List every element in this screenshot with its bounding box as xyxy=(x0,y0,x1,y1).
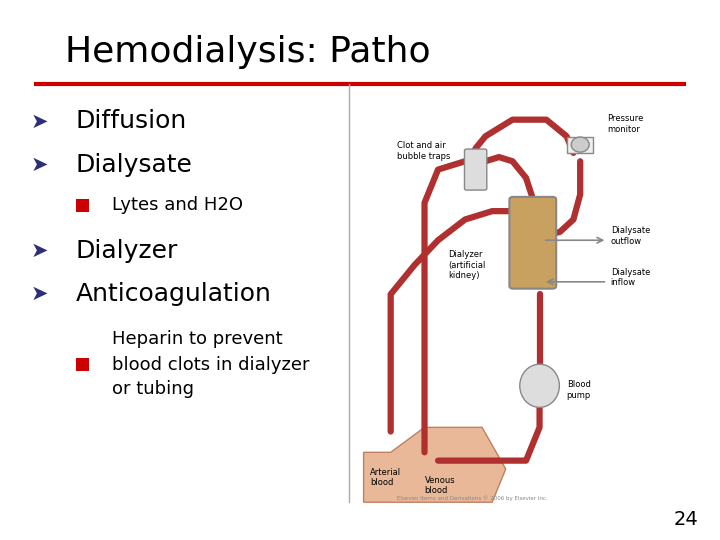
Text: Blood
pump: Blood pump xyxy=(567,380,591,400)
Text: Venous
blood: Venous blood xyxy=(425,476,455,495)
Text: Hemodialysis: Patho: Hemodialysis: Patho xyxy=(65,35,431,69)
Text: Dialysate
outflow: Dialysate outflow xyxy=(611,226,650,246)
FancyBboxPatch shape xyxy=(510,197,556,289)
Text: Dialysate
inflow: Dialysate inflow xyxy=(611,268,650,287)
Text: Clot and air
bubble traps: Clot and air bubble traps xyxy=(397,141,451,160)
Text: ➤: ➤ xyxy=(31,241,48,261)
Bar xyxy=(76,358,89,371)
Text: Elsevier Items and Derivations © 2006 by Elsevier Inc.: Elsevier Items and Derivations © 2006 by… xyxy=(397,496,548,501)
Bar xyxy=(567,137,593,153)
FancyBboxPatch shape xyxy=(464,149,487,190)
Text: ➤: ➤ xyxy=(31,111,48,132)
Text: Dialyzer
(artificial
kidney): Dialyzer (artificial kidney) xyxy=(448,251,485,280)
Text: Pressure
monitor: Pressure monitor xyxy=(607,114,644,133)
Polygon shape xyxy=(364,427,505,502)
Text: Lytes and H2O: Lytes and H2O xyxy=(112,196,243,214)
Ellipse shape xyxy=(571,137,589,152)
Text: Heparin to prevent
blood clots in dialyzer
or tubing: Heparin to prevent blood clots in dialyz… xyxy=(112,330,309,399)
Ellipse shape xyxy=(520,364,559,407)
Text: 24: 24 xyxy=(674,510,698,529)
Text: ➤: ➤ xyxy=(31,154,48,175)
Text: Dialysate: Dialysate xyxy=(76,153,192,177)
Bar xyxy=(76,199,89,212)
Text: ➤: ➤ xyxy=(31,284,48,305)
Text: Dialyzer: Dialyzer xyxy=(76,239,178,263)
Text: Arterial
blood: Arterial blood xyxy=(370,468,402,487)
Text: Diffusion: Diffusion xyxy=(76,110,187,133)
Text: Anticoagulation: Anticoagulation xyxy=(76,282,271,306)
